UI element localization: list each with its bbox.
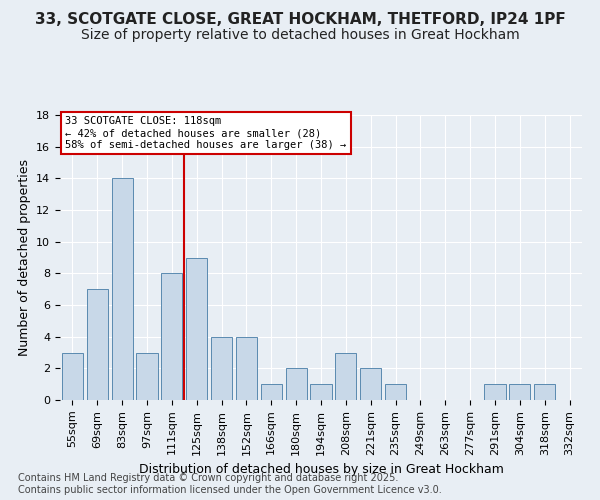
Bar	[509, 384, 530, 400]
Bar	[161, 274, 182, 400]
Text: Contains HM Land Registry data © Crown copyright and database right 2025.
Contai: Contains HM Land Registry data © Crown c…	[18, 474, 442, 495]
Bar	[335, 352, 356, 400]
Bar	[534, 384, 555, 400]
Bar	[112, 178, 133, 400]
Text: 33, SCOTGATE CLOSE, GREAT HOCKHAM, THETFORD, IP24 1PF: 33, SCOTGATE CLOSE, GREAT HOCKHAM, THETF…	[35, 12, 565, 28]
Bar	[62, 352, 83, 400]
X-axis label: Distribution of detached houses by size in Great Hockham: Distribution of detached houses by size …	[139, 463, 503, 476]
Bar	[186, 258, 207, 400]
Bar	[286, 368, 307, 400]
Bar	[261, 384, 282, 400]
Bar	[87, 289, 108, 400]
Bar	[310, 384, 332, 400]
Text: 33 SCOTGATE CLOSE: 118sqm
← 42% of detached houses are smaller (28)
58% of semi-: 33 SCOTGATE CLOSE: 118sqm ← 42% of detac…	[65, 116, 346, 150]
Bar	[484, 384, 506, 400]
Bar	[236, 336, 257, 400]
Bar	[136, 352, 158, 400]
Bar	[385, 384, 406, 400]
Text: Size of property relative to detached houses in Great Hockham: Size of property relative to detached ho…	[80, 28, 520, 42]
Bar	[360, 368, 381, 400]
Bar	[211, 336, 232, 400]
Y-axis label: Number of detached properties: Number of detached properties	[17, 159, 31, 356]
